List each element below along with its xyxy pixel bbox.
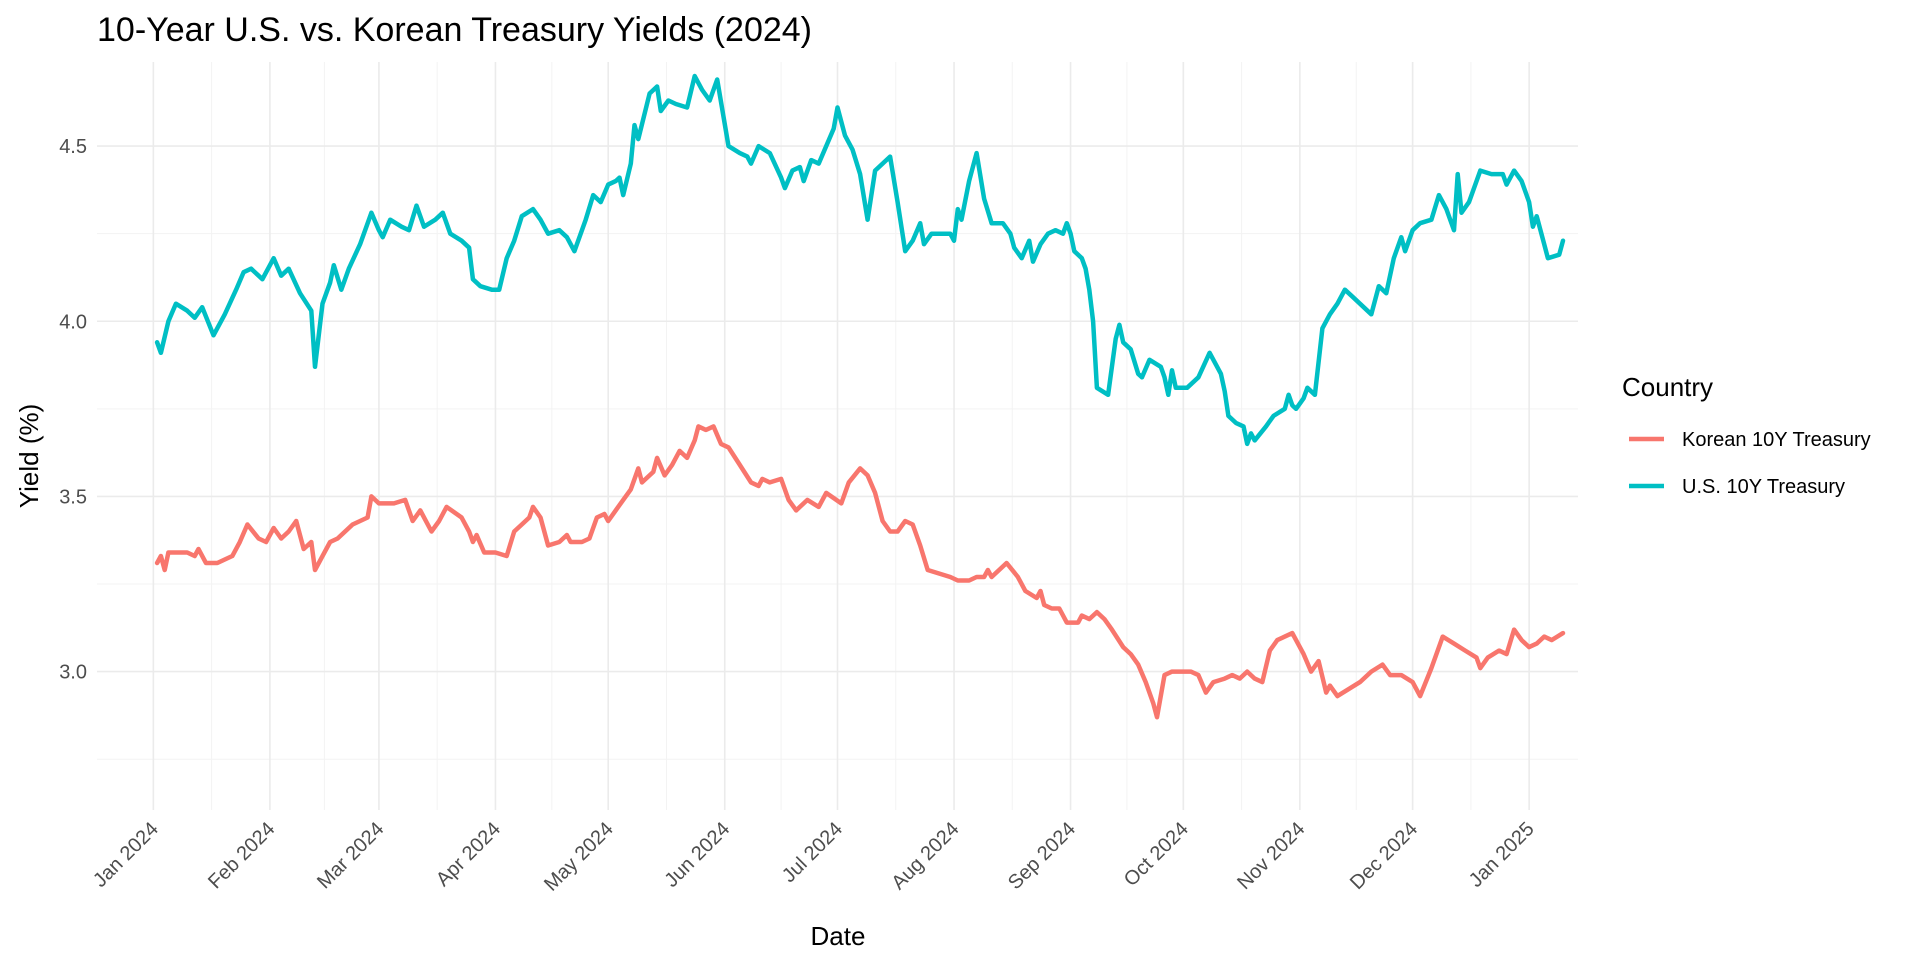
x-tick-label: Aug 2024 [887, 818, 963, 894]
x-tick-label: Jan 2025 [1465, 818, 1539, 892]
x-tick-label: Oct 2024 [1120, 818, 1193, 891]
x-axis-ticks: Jan 2024 Feb 2024 Mar 2024 Apr 2024 May 2024… [89, 818, 1539, 896]
y-tick-label: 4.5 [59, 136, 87, 158]
y-tick-label: 4.0 [59, 311, 87, 333]
x-tick-label: May 2024 [540, 818, 618, 896]
x-tick-label: Jun 2024 [661, 818, 735, 892]
x-tick-label: Mar 2024 [313, 818, 388, 893]
legend-label: U.S. 10Y Treasury [1682, 476, 1845, 498]
chart-title: 10-Year U.S. vs. Korean Treasury Yields … [97, 11, 812, 49]
y-axis-title: Yield (%) [14, 404, 44, 509]
x-axis-title: Date [811, 921, 866, 951]
series-line-us-10y [154, 73, 1566, 447]
x-tick-label: Dec 2024 [1346, 818, 1422, 894]
x-tick-label: Nov 2024 [1233, 818, 1309, 894]
x-tick-label: Apr 2024 [432, 818, 505, 891]
x-tick-label: Jan 2024 [89, 818, 163, 892]
grid [97, 62, 1578, 810]
legend-title: Country [1622, 372, 1713, 402]
y-tick-label: 3.5 [59, 486, 87, 508]
x-tick-label: Jul 2024 [778, 818, 847, 887]
legend-items: Korean 10Y Treasury U.S. 10Y Treasury [1629, 429, 1871, 498]
series-line-korean-10y [154, 424, 1566, 720]
legend-label: Korean 10Y Treasury [1682, 429, 1871, 451]
y-tick-label: 3.0 [59, 662, 87, 684]
x-tick-label: Feb 2024 [204, 818, 279, 893]
legend: Country Korean 10Y Treasury U.S. 10Y Trea… [1622, 372, 1871, 498]
series-layer [154, 73, 1566, 720]
y-axis-ticks: 3.0 3.5 4.0 4.5 [59, 136, 87, 684]
x-tick-label: Sep 2024 [1004, 818, 1080, 894]
